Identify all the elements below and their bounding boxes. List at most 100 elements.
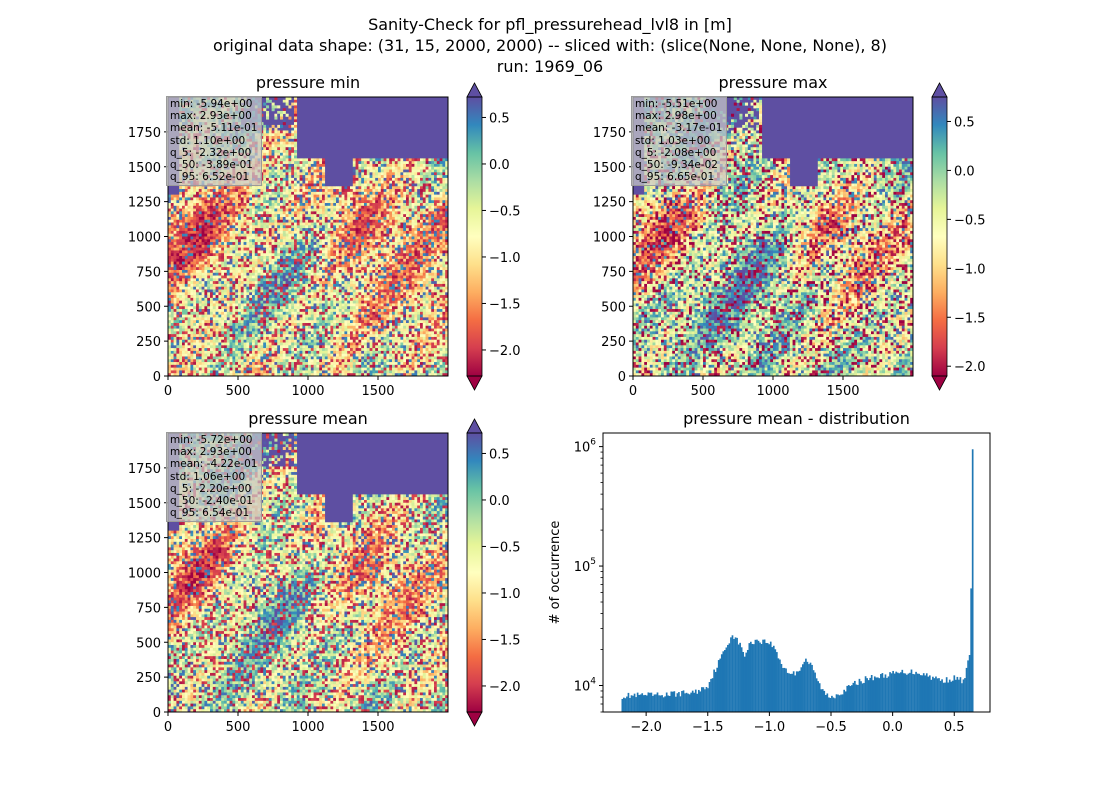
heatmap-cell [440,181,443,184]
heatmap-cell [409,267,412,270]
heatmap-cell [308,158,311,161]
heatmap-cell [266,206,269,209]
heatmap-cell [347,197,350,200]
heatmap-cell [216,273,219,276]
heatmap-cell [258,192,261,195]
heatmap-cell [218,195,221,198]
heatmap-cell [260,262,263,265]
heatmap-cell [210,239,213,242]
heatmap-cell [333,256,336,259]
heatmap-cell [389,175,392,178]
heatmap-cell [210,264,213,267]
heatmap-cell [232,253,235,256]
heatmap-cell [367,250,370,253]
heatmap-cell [308,237,311,240]
heatmap-cell [325,245,328,248]
heatmap-cell [381,234,384,237]
heatmap-cell [440,170,443,173]
heatmap-cell [179,209,182,212]
heatmap-cell [216,195,219,198]
heatmap-cell [188,203,191,206]
heatmap-cell [431,273,434,276]
heatmap-cell [381,237,384,240]
heatmap-cell [294,214,297,217]
heatmap-cell [305,237,308,240]
heatmap-cell [210,267,213,270]
heatmap-cell [266,189,269,192]
heatmap-cell [344,228,347,231]
heatmap-cell [266,167,269,170]
heatmap-cell [367,264,370,267]
heatmap-cell [370,220,373,223]
heatmap-cell [230,223,233,226]
heatmap-cell [269,172,272,175]
heatmap-cell [384,267,387,270]
heatmap-cell [216,211,219,214]
heatmap-cell [204,278,207,281]
heatmap-cell [204,267,207,270]
heatmap-cell [437,239,440,242]
heatmap-cell [216,209,219,212]
heatmap-cell [400,262,403,265]
heatmap-cell [350,242,353,245]
heatmap-cell [297,167,300,170]
heatmap-cell [204,223,207,226]
heatmap-cell [333,267,336,270]
heatmap-cell [311,237,314,240]
heatmap-cell [227,228,230,231]
heatmap-cell [300,237,303,240]
heatmap-cell [364,228,367,231]
heatmap-cell [417,214,420,217]
heatmap-cell [398,203,401,206]
heatmap-cell [403,270,406,273]
heatmap-cell [213,192,216,195]
heatmap-cell [414,203,417,206]
heatmap-cell [350,200,353,203]
heatmap-cell [280,142,283,145]
heatmap-cell [336,267,339,270]
heatmap-cell [182,195,185,198]
heatmap-cell [204,239,207,242]
heatmap-cell [179,276,182,279]
heatmap-cell [185,200,188,203]
heatmap-cell [325,267,328,270]
heatmap-cell [353,256,356,259]
heatmap-cell [381,220,384,223]
heatmap-cell [381,200,384,203]
heatmap-cell [347,242,350,245]
heatmap-cell [294,259,297,262]
heatmap-cell [356,175,359,178]
heatmap-cell [356,164,359,167]
heatmap-cell [400,231,403,234]
heatmap-cell [174,217,177,220]
heatmap-cell [246,259,249,262]
heatmap-cell [202,239,205,242]
heatmap-cell [232,223,235,226]
heatmap-cell [246,192,249,195]
heatmap-cell [286,225,289,228]
heatmap-cell [428,178,431,181]
heatmap-cell [305,200,308,203]
heatmap-cell [255,209,258,212]
heatmap-cell [305,264,308,267]
heatmap-cell [190,217,193,220]
heatmap-cell [375,231,378,234]
heatmap-cell [314,245,317,248]
heatmap-cell [207,200,210,203]
heatmap-cell [244,234,247,237]
heatmap-cell [311,175,314,178]
heatmap-cell [412,175,415,178]
heatmap-cell [384,161,387,164]
heatmap-cell [356,197,359,200]
heatmap-cell [406,195,409,198]
heatmap-cell [218,197,221,200]
heatmap-cell [235,273,238,276]
heatmap-cell [277,114,280,117]
heatmap-cell [367,209,370,212]
heatmap-cell [277,183,280,186]
heatmap-cell [246,186,249,189]
heatmap-cell [274,130,277,133]
heatmap-cell [213,206,216,209]
heatmap-cell [370,228,373,231]
heatmap-cell [328,245,331,248]
